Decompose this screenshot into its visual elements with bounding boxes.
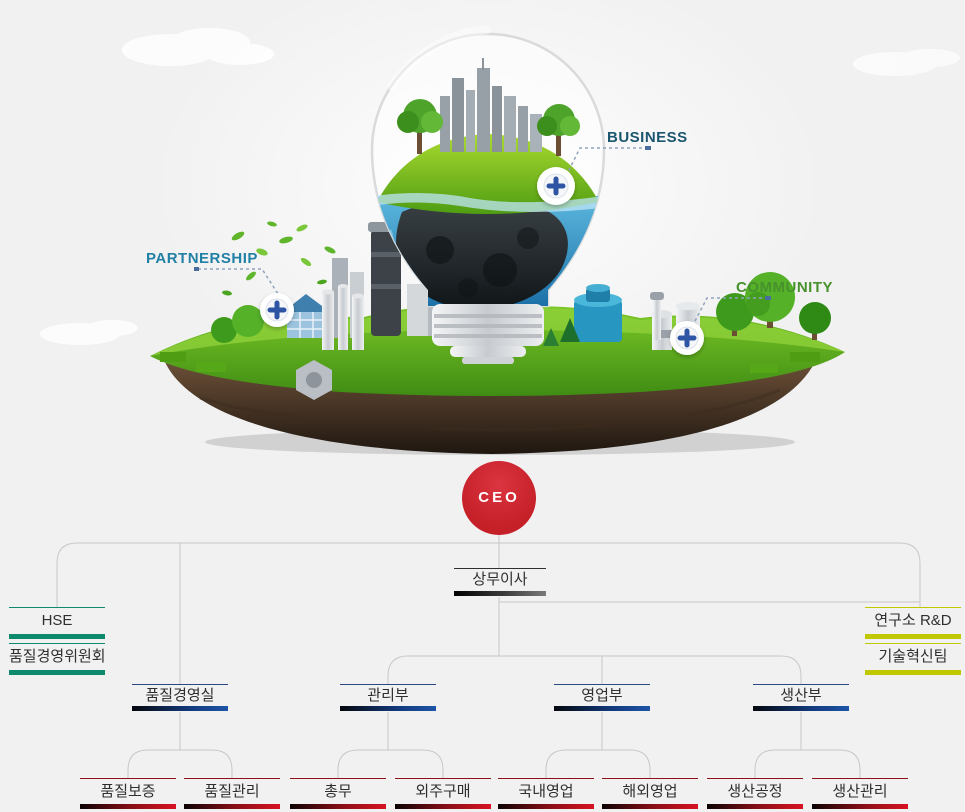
org-node-team-qa: 품질보증 [80,778,176,809]
org-node-team-production-process: 생산공정 [707,778,803,809]
community-plus-icon[interactable] [670,321,704,355]
org-node-hse: HSE [9,607,105,639]
org-node-dept-sales: 영업부 [554,684,650,711]
org-node-team-qc: 품질관리 [184,778,280,809]
node-topline [184,778,280,779]
org-node-executive: 상무이사 [454,568,546,596]
node-label: 품질보증 [100,783,156,800]
node-label: 품질관리 [204,783,260,800]
org-node-rnd-lab: 연구소 R&D [865,607,961,639]
node-label: 품질경영실 [145,687,215,704]
node-underline [707,804,803,809]
partnership-plus-icon[interactable] [260,293,294,327]
node-topline [865,607,961,608]
cloud-graphic [40,320,138,345]
node-topline [132,684,228,685]
org-node-dept-quality: 품질경영실 [132,684,228,711]
node-topline [80,778,176,779]
node-underline [395,804,491,809]
org-node-team-overseas-sales: 해외영업 [602,778,698,809]
node-topline [865,643,961,644]
node-underline [753,706,849,711]
node-topline [290,778,386,779]
node-underline [340,706,436,711]
node-underline [9,634,105,639]
business-label: BUSINESS [607,129,688,146]
org-node-team-outsourcing: 외주구매 [395,778,491,809]
node-label: 생산부 [780,687,822,704]
org-node-quality-committee: 품질경영위원회 [9,643,106,675]
callout-lines [198,147,768,324]
node-label: 기술혁신팀 [878,648,948,665]
node-underline [9,670,105,675]
org-node-tech-innovation: 기술혁신팀 [865,643,961,675]
cloud-graphic [853,49,960,76]
partnership-label: PARTNERSHIP [146,250,258,267]
node-topline [554,684,650,685]
node-topline [340,684,436,685]
node-underline [865,634,961,639]
node-label: 영업부 [581,687,623,704]
node-topline [707,778,803,779]
node-underline [184,804,280,809]
org-node-team-general-affairs: 총무 [290,778,386,809]
node-topline [753,684,849,685]
community-label: COMMUNITY [736,279,833,296]
leaves-graphic [222,221,336,296]
node-label: 총무 [324,783,352,800]
node-topline [395,778,491,779]
node-label: 품질경영위원회 [9,648,106,665]
node-underline [498,804,594,809]
node-underline [865,670,961,675]
node-topline [602,778,698,779]
trees-graphic [211,272,831,346]
ceo-node: CEO [462,461,536,535]
org-node-team-production-mgmt: 생산관리 [812,778,908,809]
node-label: 생산공정 [727,783,783,800]
node-label: 국내영업 [518,783,574,800]
node-underline [80,804,176,809]
hero-illustration [40,0,960,455]
node-topline [812,778,908,779]
node-topline [498,778,594,779]
org-node-dept-production: 생산부 [753,684,849,711]
node-topline [9,607,105,608]
node-label: 외주구매 [415,783,471,800]
lightbulb-graphic [370,25,606,364]
node-label: HSE [41,612,73,629]
node-underline [290,804,386,809]
callout-line-dots [194,146,771,300]
node-underline [812,804,908,809]
business-plus-icon[interactable] [537,167,575,205]
org-node-dept-admin: 관리부 [340,684,436,711]
node-topline [9,643,105,644]
node-underline [132,706,228,711]
cloud-graphic [122,28,274,66]
node-label: 관리부 [367,687,409,704]
node-label: 생산관리 [832,783,888,800]
node-label: 해외영업 [622,783,678,800]
node-label: 연구소 R&D [874,612,952,629]
node-underline [554,706,650,711]
node-underline [454,591,546,596]
org-node-team-domestic-sales: 국내영업 [498,778,594,809]
pipes-graphic [322,284,664,350]
node-underline [602,804,698,809]
node-topline [454,568,546,569]
node-label: 상무이사 [472,571,528,588]
